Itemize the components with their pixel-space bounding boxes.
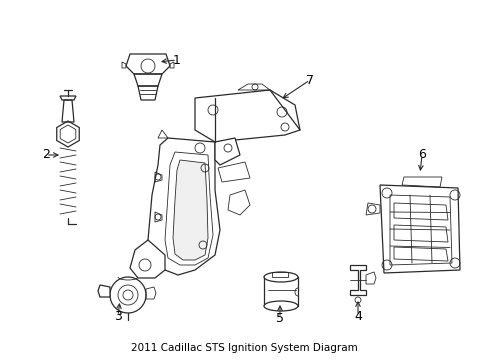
Polygon shape — [215, 138, 240, 165]
Polygon shape — [130, 240, 164, 278]
Polygon shape — [264, 277, 297, 306]
Ellipse shape — [264, 301, 297, 311]
Polygon shape — [389, 195, 451, 265]
Text: 3: 3 — [114, 310, 122, 323]
Text: 4: 4 — [353, 310, 361, 323]
Text: 7: 7 — [305, 73, 313, 86]
Polygon shape — [195, 90, 299, 142]
Text: 6: 6 — [417, 148, 425, 162]
Polygon shape — [98, 285, 110, 297]
Text: 2011 Cadillac STS Ignition System Diagram: 2011 Cadillac STS Ignition System Diagra… — [131, 343, 357, 353]
Polygon shape — [365, 272, 375, 284]
Ellipse shape — [264, 272, 297, 282]
Text: 1: 1 — [173, 54, 181, 67]
Polygon shape — [379, 185, 459, 273]
Polygon shape — [148, 138, 220, 275]
Polygon shape — [173, 160, 207, 260]
Text: 5: 5 — [275, 311, 284, 324]
Polygon shape — [349, 265, 365, 295]
Text: 2: 2 — [42, 148, 50, 162]
Polygon shape — [158, 130, 168, 138]
